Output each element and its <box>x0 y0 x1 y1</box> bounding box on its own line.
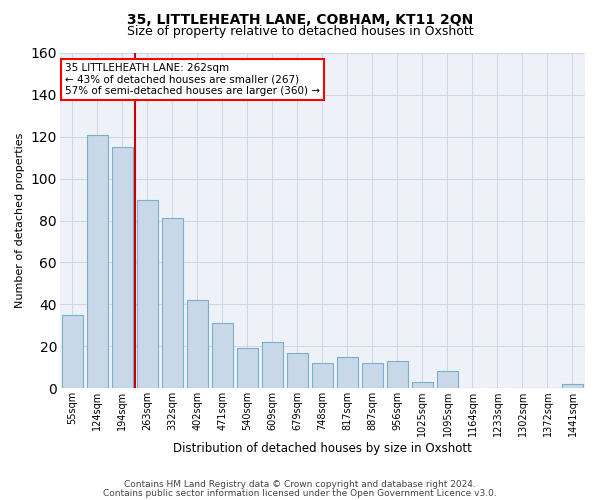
Bar <box>187 300 208 388</box>
Bar <box>337 356 358 388</box>
Bar <box>212 323 233 388</box>
Bar <box>262 342 283 388</box>
Y-axis label: Number of detached properties: Number of detached properties <box>15 133 25 308</box>
Bar <box>137 200 158 388</box>
X-axis label: Distribution of detached houses by size in Oxshott: Distribution of detached houses by size … <box>173 442 472 455</box>
Text: Contains public sector information licensed under the Open Government Licence v3: Contains public sector information licen… <box>103 488 497 498</box>
Bar <box>562 384 583 388</box>
Text: Contains HM Land Registry data © Crown copyright and database right 2024.: Contains HM Land Registry data © Crown c… <box>124 480 476 489</box>
Text: Size of property relative to detached houses in Oxshott: Size of property relative to detached ho… <box>127 25 473 38</box>
Bar <box>87 134 108 388</box>
Bar <box>362 363 383 388</box>
Text: 35 LITTLEHEATH LANE: 262sqm
← 43% of detached houses are smaller (267)
57% of se: 35 LITTLEHEATH LANE: 262sqm ← 43% of det… <box>65 63 320 96</box>
Bar <box>112 148 133 388</box>
Bar <box>437 372 458 388</box>
Bar <box>412 382 433 388</box>
Bar <box>237 348 258 388</box>
Text: 35, LITTLEHEATH LANE, COBHAM, KT11 2QN: 35, LITTLEHEATH LANE, COBHAM, KT11 2QN <box>127 12 473 26</box>
Bar <box>312 363 333 388</box>
Bar <box>287 352 308 388</box>
Bar <box>62 315 83 388</box>
Bar <box>162 218 183 388</box>
Bar <box>387 361 408 388</box>
